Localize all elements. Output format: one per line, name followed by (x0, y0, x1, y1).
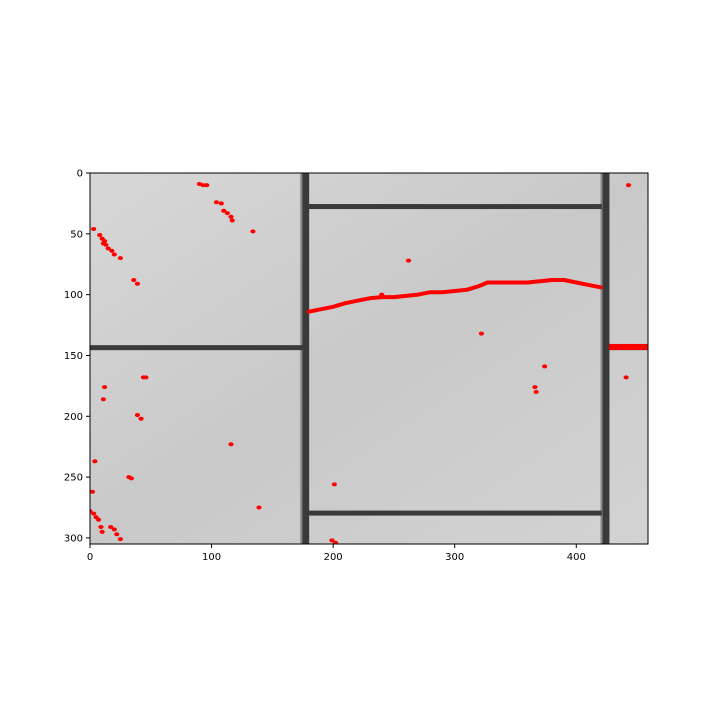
x-tick-label: 300 (445, 552, 464, 563)
detection-point (100, 397, 106, 402)
detection-point (250, 229, 256, 234)
y-tick-label: 50 (70, 229, 83, 240)
detection-point (134, 281, 141, 286)
horizontal-grout-1 (308, 204, 602, 210)
crack-line (306, 278, 603, 314)
detection-point (117, 537, 123, 542)
detection-point (90, 489, 96, 494)
detection-point (91, 226, 97, 231)
detection-point (109, 248, 115, 253)
detection-point (229, 218, 235, 223)
detection-point (99, 529, 105, 534)
y-axis: 0 50 100 150 200 250 300 (64, 169, 90, 544)
detection-point (111, 527, 117, 532)
detection-point (105, 246, 111, 251)
detection-point (138, 416, 144, 421)
detection-point (405, 258, 412, 263)
detection-point (379, 292, 385, 297)
detection-point (103, 242, 109, 247)
detection-point (91, 511, 97, 516)
y-tick-label: 0 (77, 169, 83, 180)
detection-point (218, 201, 224, 206)
detection-point (111, 252, 117, 257)
y-tick-label: 250 (64, 473, 83, 484)
y-tick-label: 300 (64, 533, 83, 544)
detection-point (101, 385, 108, 390)
vertical-grout-1 (602, 173, 610, 544)
horizontal-grout-2 (308, 510, 602, 516)
detection-point (114, 532, 120, 537)
detection-point (117, 256, 123, 261)
x-axis: 0 100 200 300 400 (87, 544, 586, 563)
y-tick-label: 150 (64, 351, 83, 362)
detection-point (533, 389, 539, 394)
x-tick-label: 100 (202, 552, 221, 563)
detection-point (95, 517, 102, 522)
x-tick-label: 0 (87, 552, 93, 563)
detection-point (97, 233, 103, 238)
tile-photo (90, 173, 648, 544)
detection-point (101, 239, 108, 244)
detection-point (228, 214, 234, 219)
vertical-grout-edge-1 (600, 173, 603, 544)
detection-point (329, 538, 335, 543)
detection-point (532, 385, 538, 390)
detection-point (128, 476, 134, 481)
x-tick-label: 200 (324, 552, 343, 563)
detection-point (92, 459, 98, 464)
y-tick-label: 200 (64, 412, 83, 423)
detection-overlay (90, 181, 648, 544)
vertical-grout-0 (302, 173, 310, 544)
detection-point (623, 375, 629, 380)
edge-detection-bar (609, 343, 648, 350)
detection-point (131, 278, 137, 283)
detection-point (332, 540, 339, 544)
y-tick-label: 100 (64, 290, 83, 301)
detection-point (228, 442, 234, 447)
tile-background (90, 173, 648, 544)
detection-point (478, 331, 485, 336)
horizontal-grout-0 (90, 345, 304, 351)
detection-point (331, 482, 337, 487)
detection-point (143, 375, 149, 380)
detection-point (213, 200, 220, 205)
axes-frame (89, 172, 649, 545)
detection-point (200, 183, 206, 188)
detection-point (542, 364, 548, 369)
detection-point (204, 183, 210, 188)
detection-point (224, 211, 230, 216)
detection-point (256, 505, 262, 510)
vertical-grout-edge-0 (300, 173, 303, 544)
detection-point (221, 208, 227, 213)
detection-point (134, 413, 141, 418)
x-tick-label: 400 (567, 552, 586, 563)
detection-point (625, 183, 632, 188)
detection-point (98, 524, 104, 529)
detection-point (108, 524, 114, 529)
